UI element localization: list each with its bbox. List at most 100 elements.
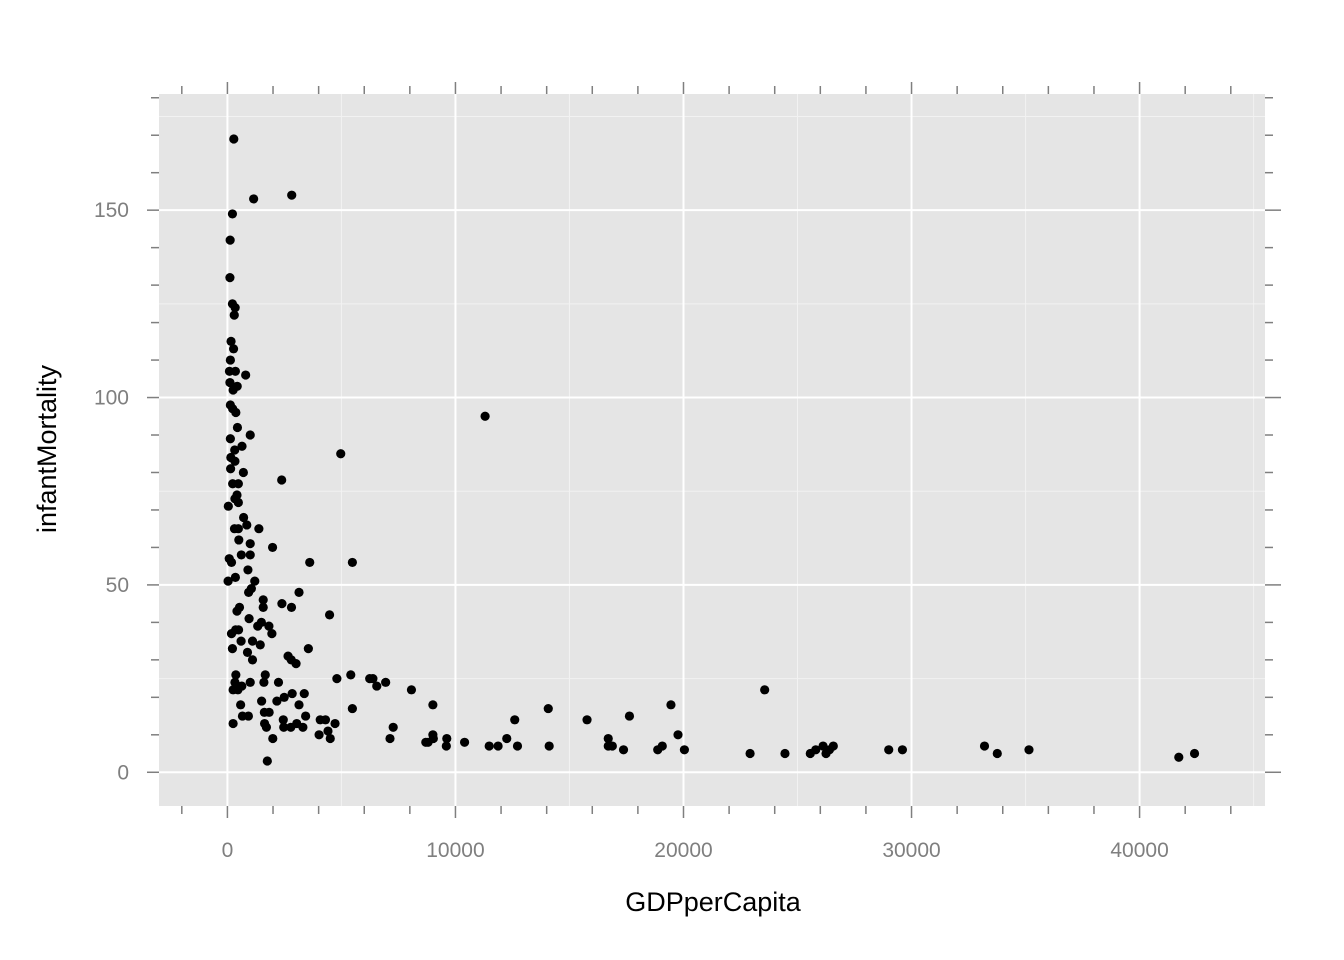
data-point bbox=[228, 718, 238, 729]
data-point bbox=[607, 741, 617, 751]
data-point bbox=[245, 550, 255, 560]
data-point bbox=[279, 722, 289, 732]
data-point bbox=[287, 190, 297, 200]
data-point bbox=[324, 610, 335, 620]
data-point bbox=[225, 273, 235, 283]
data-point bbox=[226, 557, 237, 568]
data-point bbox=[233, 625, 244, 635]
minor-grid bbox=[159, 94, 1265, 806]
data-point bbox=[226, 336, 236, 346]
data-point bbox=[330, 718, 340, 729]
data-point bbox=[582, 715, 592, 725]
data-point bbox=[261, 722, 272, 732]
data-point bbox=[230, 677, 240, 687]
data-point bbox=[325, 733, 335, 744]
data-point bbox=[231, 670, 241, 680]
data-point bbox=[294, 700, 304, 710]
data-point bbox=[257, 696, 267, 706]
data-point bbox=[264, 621, 274, 631]
data-point bbox=[228, 685, 238, 695]
data-point bbox=[824, 745, 835, 755]
data-point bbox=[979, 741, 990, 751]
data-point bbox=[1189, 748, 1200, 759]
x-axis-title: GDPperCapita bbox=[625, 887, 802, 917]
x-tick-label: 10000 bbox=[426, 839, 484, 862]
data-point bbox=[480, 411, 490, 421]
data-point bbox=[254, 524, 264, 534]
data-point bbox=[287, 688, 297, 699]
data-point bbox=[232, 422, 243, 433]
data-point bbox=[231, 407, 241, 418]
data-point bbox=[512, 741, 523, 751]
data-point bbox=[227, 644, 238, 654]
data-point bbox=[1024, 745, 1034, 755]
data-point bbox=[273, 677, 284, 687]
data-point bbox=[543, 703, 553, 714]
x-tick-label: 20000 bbox=[654, 839, 712, 862]
data-point bbox=[227, 209, 238, 219]
data-point bbox=[428, 700, 438, 710]
data-point bbox=[268, 733, 278, 744]
data-point bbox=[236, 700, 246, 710]
data-point bbox=[230, 445, 240, 455]
data-point bbox=[230, 456, 240, 466]
data-point bbox=[346, 670, 356, 680]
data-point bbox=[618, 745, 629, 755]
data-point bbox=[230, 303, 240, 313]
data-point bbox=[234, 535, 244, 545]
data-point bbox=[233, 524, 243, 534]
y-tick-label: 100 bbox=[94, 387, 129, 410]
data-point bbox=[233, 497, 243, 508]
data-point bbox=[225, 355, 235, 365]
data-point bbox=[262, 756, 272, 766]
major-grid bbox=[159, 94, 1265, 806]
data-point bbox=[992, 748, 1002, 759]
data-point bbox=[228, 344, 239, 354]
data-point bbox=[336, 449, 346, 459]
data-point bbox=[230, 366, 240, 376]
data-point bbox=[624, 711, 635, 721]
data-point bbox=[884, 745, 894, 755]
data-point bbox=[603, 733, 613, 744]
data-point bbox=[780, 748, 790, 759]
data-point bbox=[239, 512, 249, 523]
data-point bbox=[236, 550, 246, 560]
data-point bbox=[229, 134, 239, 144]
data-point bbox=[388, 722, 398, 732]
data-point bbox=[286, 722, 296, 732]
data-point bbox=[250, 576, 260, 586]
data-point bbox=[229, 310, 239, 320]
tick-marks bbox=[147, 82, 1281, 818]
data-point bbox=[228, 385, 238, 395]
data-point bbox=[244, 587, 254, 598]
data-points bbox=[223, 134, 1200, 766]
x-tick-label: 40000 bbox=[1110, 839, 1168, 862]
data-point bbox=[745, 748, 755, 759]
data-point bbox=[303, 644, 313, 654]
data-point bbox=[347, 703, 357, 714]
data-point bbox=[372, 681, 382, 691]
data-point bbox=[225, 377, 235, 388]
data-point bbox=[760, 685, 770, 695]
data-point bbox=[502, 733, 512, 744]
data-point bbox=[442, 733, 452, 744]
data-point bbox=[237, 441, 247, 451]
data-point bbox=[238, 467, 248, 478]
data-point bbox=[264, 707, 274, 717]
data-point bbox=[544, 741, 554, 751]
data-point bbox=[406, 685, 417, 695]
y-tick-label: 50 bbox=[106, 574, 129, 597]
data-point bbox=[267, 629, 277, 639]
data-point bbox=[232, 606, 242, 616]
y-tick-label: 150 bbox=[94, 199, 129, 222]
data-point bbox=[249, 194, 259, 204]
data-point bbox=[286, 602, 297, 612]
data-point bbox=[299, 688, 309, 699]
data-point bbox=[223, 576, 233, 586]
data-point bbox=[347, 557, 357, 568]
data-point bbox=[245, 677, 255, 687]
y-axis-title: infantMortality bbox=[32, 364, 62, 533]
data-point bbox=[243, 565, 253, 575]
data-point bbox=[811, 745, 821, 755]
